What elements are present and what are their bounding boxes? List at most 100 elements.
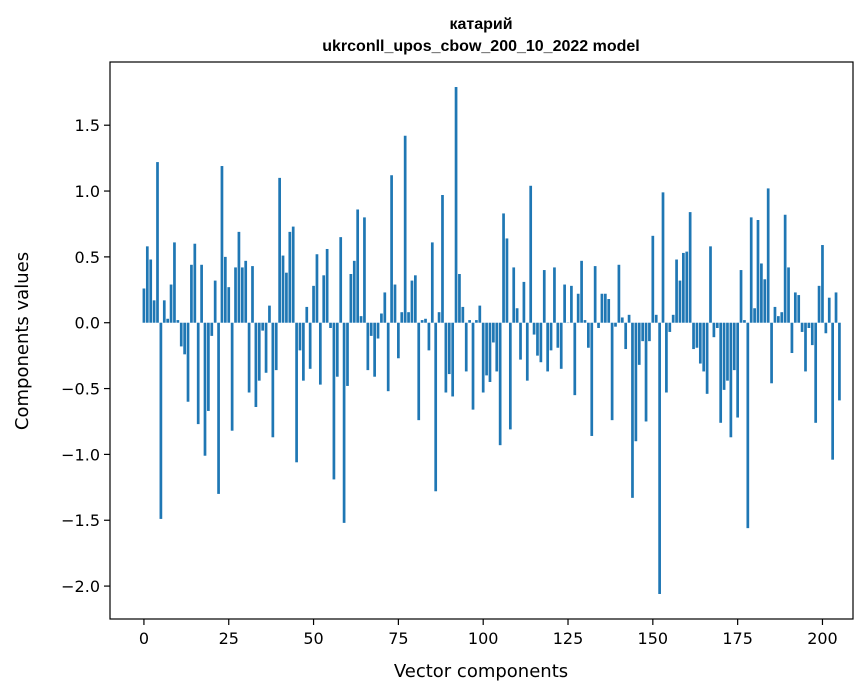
- x-axis-ticks: 0 25 50 75 100 125 150 175 200: [139, 619, 838, 648]
- bar-179: [749, 217, 753, 323]
- bar-176: [739, 270, 743, 323]
- bar-115: [532, 322, 536, 335]
- bar-198: [814, 322, 818, 423]
- bar-203: [831, 322, 834, 460]
- bar-122: [556, 322, 560, 348]
- bar-134: [597, 322, 600, 328]
- bar-144: [631, 322, 634, 498]
- bar-153: [661, 192, 665, 323]
- bar-101: [485, 322, 488, 376]
- bar-117: [539, 322, 543, 363]
- bar-41: [281, 255, 285, 323]
- x-tick-label-8: 200: [807, 629, 838, 648]
- bar-49: [308, 322, 312, 369]
- bar-191: [790, 322, 794, 354]
- bar-116: [536, 322, 539, 356]
- bar-11: [179, 322, 183, 347]
- bar-109: [512, 267, 516, 323]
- bar-112: [522, 281, 526, 323]
- bar-205: [838, 322, 841, 401]
- bar-138: [610, 322, 614, 421]
- bar-93: [458, 274, 461, 323]
- bar-69: [376, 322, 380, 339]
- bar-96: [468, 320, 471, 323]
- bar-185: [770, 322, 773, 384]
- bar-156: [671, 314, 675, 323]
- bar-161: [688, 212, 692, 323]
- x-tick-label-0: 0: [139, 629, 149, 648]
- bar-37: [268, 305, 271, 323]
- bar-159: [682, 252, 685, 323]
- bar-81: [417, 322, 421, 421]
- bar-58: [339, 237, 343, 323]
- bar-157: [675, 259, 678, 323]
- y-tick-label-7: 1.5: [75, 116, 100, 135]
- bar-13: [186, 322, 190, 402]
- bar-201: [824, 322, 828, 334]
- bar-150: [651, 235, 655, 323]
- y-tick-label-0: −2.0: [61, 577, 100, 596]
- bar-188: [780, 312, 784, 323]
- bar-87: [437, 312, 441, 323]
- x-tick-label-7: 175: [722, 629, 753, 648]
- bar-160: [685, 251, 689, 323]
- bar-194: [800, 322, 804, 332]
- bar-9: [173, 242, 176, 323]
- bar-56: [332, 322, 336, 480]
- bar-127: [573, 322, 577, 396]
- y-tick-label-3: −0.5: [61, 380, 100, 399]
- bar-38: [271, 322, 275, 438]
- bar-45: [295, 322, 298, 463]
- bar-98: [475, 320, 478, 323]
- bar-114: [529, 185, 533, 323]
- bar-154: [665, 322, 668, 393]
- bar-35: [261, 322, 265, 331]
- bar-17: [200, 264, 203, 323]
- y-tick-label-2: −1.0: [61, 445, 100, 464]
- bar-121: [553, 267, 556, 323]
- bar-105: [498, 322, 502, 446]
- bar-44: [291, 226, 295, 323]
- bar-192: [793, 292, 797, 323]
- bar-106: [502, 213, 505, 323]
- bar-99: [478, 305, 482, 323]
- bar-26: [230, 322, 234, 431]
- bar-139: [614, 322, 617, 327]
- plot-area-frame: [109, 61, 854, 620]
- bar-24: [223, 256, 227, 323]
- bar-14: [190, 264, 193, 323]
- bar-202: [827, 297, 831, 323]
- bar-79: [410, 280, 414, 323]
- bar-104: [495, 322, 499, 372]
- bar-193: [797, 295, 801, 323]
- bar-102: [488, 322, 492, 382]
- bar-63: [356, 209, 360, 323]
- bar-83: [424, 318, 427, 323]
- bar-23: [220, 166, 224, 323]
- bar-5: [159, 322, 163, 519]
- bar-22: [217, 322, 220, 494]
- bar-71: [383, 292, 387, 323]
- bar-68: [373, 322, 376, 377]
- bar-177: [743, 320, 746, 323]
- bar-147: [641, 322, 645, 342]
- bar-21: [213, 280, 217, 323]
- bar-8: [169, 284, 173, 323]
- bar-180: [753, 308, 756, 323]
- bar-132: [590, 322, 594, 436]
- bar-39: [274, 322, 278, 371]
- bar-149: [648, 322, 651, 342]
- bar-145: [634, 322, 638, 442]
- bar-65: [363, 217, 366, 323]
- bar-182: [760, 263, 763, 323]
- bar-118: [542, 270, 546, 323]
- bar-128: [576, 293, 580, 323]
- bar-110: [515, 308, 519, 323]
- bar-76: [400, 312, 404, 323]
- bar-67: [369, 322, 373, 336]
- bar-169: [715, 322, 719, 328]
- bar-40: [278, 177, 281, 323]
- bar-62: [352, 260, 356, 323]
- bar-94: [461, 306, 465, 323]
